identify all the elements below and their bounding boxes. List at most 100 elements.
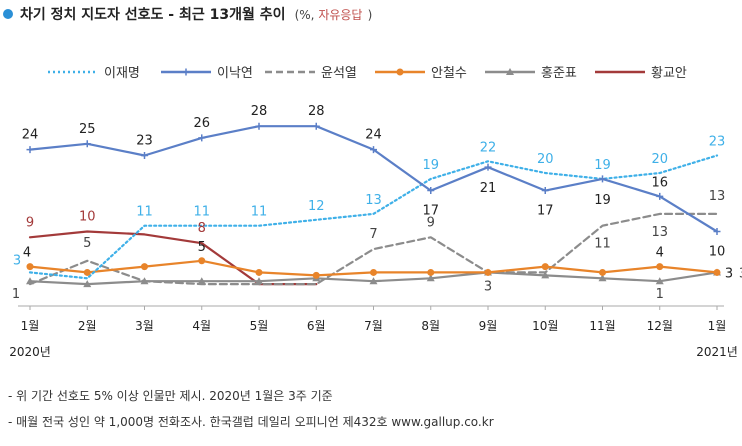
x-tick-label: 6월 xyxy=(307,319,326,333)
data-label-series-3: 13 xyxy=(651,225,668,240)
point-series-2 xyxy=(26,146,34,154)
x-tick-label: 1월 xyxy=(21,319,40,333)
data-label-series-3: 1 xyxy=(12,287,20,302)
data-label-series-1: 20 xyxy=(537,152,554,167)
point-series-5 xyxy=(255,277,263,285)
point-series-2 xyxy=(541,187,549,195)
point-series-5 xyxy=(369,277,378,285)
point-series-4 xyxy=(198,257,206,265)
point-series-4 xyxy=(370,268,377,276)
data-label-series-6: 10 xyxy=(79,210,96,225)
x-tick-label: 2월 xyxy=(78,319,97,333)
line-series-1 xyxy=(28,154,719,280)
data-label-series-1: 11 xyxy=(193,205,210,220)
legend-label-series-3: 윤석열 xyxy=(321,66,357,81)
data-label-series-4: 3 xyxy=(725,266,733,281)
data-label-series-2: 25 xyxy=(79,122,96,137)
data-label-series-6: 9 xyxy=(26,215,34,230)
point-series-4 xyxy=(312,271,320,279)
footnotes: - 위 기간 선호도 5% 이상 인물만 제시. 2020년 1월은 3주 기준… xyxy=(8,389,494,429)
data-label-series-3: 11 xyxy=(594,237,611,252)
point-series-2 xyxy=(198,134,206,142)
data-label-series-5: 3 xyxy=(739,266,742,281)
legend-label-series-2: 이낙연 xyxy=(217,66,253,81)
chart-legend: 이재명 이낙연 윤석열 안철수 홍준표 황교안 xyxy=(48,66,687,81)
legend-label-series-5: 홍준표 xyxy=(541,66,577,81)
data-label-series-3: 5 xyxy=(83,236,91,251)
x-axis: 1월 2월 3월 4월 5월 6월 7월 8월 9월 10월 11월 12월 1월 2020년 2021년 xyxy=(9,305,738,359)
legend-label-series-4: 안철수 xyxy=(431,66,467,81)
point-series-2 xyxy=(312,122,320,130)
point-series-4 xyxy=(484,268,492,276)
point-series-2 xyxy=(599,175,606,183)
x-tick-label: 3월 xyxy=(135,319,154,333)
data-label-series-1: 19 xyxy=(594,158,611,173)
legend-marker-series-2 xyxy=(182,68,190,76)
point-series-4 xyxy=(599,268,606,276)
data-label-series-2: 23 xyxy=(136,133,153,148)
x-tick-label: 8월 xyxy=(421,319,440,333)
legend-label-series-1: 이재명 xyxy=(104,66,140,81)
legend-marker-series-5 xyxy=(506,68,514,75)
point-series-2 xyxy=(484,163,492,171)
data-label-series-1: 23 xyxy=(709,134,726,149)
x-tick-label: 11월 xyxy=(589,319,615,333)
data-label-series-4: 5 xyxy=(198,240,206,255)
data-label-series-1: 20 xyxy=(651,152,668,167)
data-label-series-4: 4 xyxy=(656,246,664,261)
data-label-series-6: 8 xyxy=(198,221,206,236)
point-series-2 xyxy=(370,146,377,154)
data-label-series-3: 3 xyxy=(484,279,492,294)
point-series-2 xyxy=(427,187,435,195)
chart-unit-note: 자유응답 xyxy=(318,8,362,22)
chart-title-text: 차기 정치 지도자 선호도 - 최근 13개월 추이 (%, 자유응답 ) xyxy=(20,4,372,23)
chart-title: 차기 정치 지도자 선호도 - 최근 13개월 추이 xyxy=(20,6,286,23)
data-label-series-2: 10 xyxy=(709,245,726,260)
data-label-series-1: 19 xyxy=(422,158,439,173)
data-label-series-2: 26 xyxy=(193,116,210,131)
data-label-series-1: 3 xyxy=(13,253,21,268)
data-label-series-3: 9 xyxy=(427,215,435,230)
point-series-5 xyxy=(655,277,664,285)
point-series-5 xyxy=(83,280,92,288)
point-series-5 xyxy=(426,274,435,282)
data-label-series-1: 13 xyxy=(365,193,382,208)
x-tick-label: 7월 xyxy=(364,319,383,333)
point-series-4 xyxy=(541,263,549,271)
data-label-series-2: 21 xyxy=(480,181,497,196)
point-series-5 xyxy=(541,271,550,279)
legend-label-series-6: 황교안 xyxy=(651,66,687,81)
x-tick-label: 10월 xyxy=(532,319,558,333)
point-series-4 xyxy=(141,263,148,271)
x-tick-label: 12월 xyxy=(647,319,673,333)
point-series-2 xyxy=(83,140,91,148)
x-tick-label: 9월 xyxy=(479,319,498,333)
point-series-5 xyxy=(26,277,34,285)
data-label-series-3: 13 xyxy=(709,189,726,204)
point-series-4 xyxy=(83,268,91,276)
data-label-series-2: 19 xyxy=(594,193,611,208)
data-label-series-2: 28 xyxy=(308,104,325,119)
point-series-5 xyxy=(598,274,607,282)
point-series-4 xyxy=(26,263,34,271)
chart-unit-prefix: (%, xyxy=(295,8,319,22)
x-year-label-end: 2021년 xyxy=(696,345,738,359)
footnote-2: - 매월 전국 성인 약 1,000명 전화조사. 한국갤럽 데일리 오피니언 … xyxy=(8,414,494,429)
point-series-2 xyxy=(656,192,664,200)
data-label-series-1: 11 xyxy=(251,205,268,220)
point-series-4 xyxy=(427,268,435,276)
chart-header: 차기 정치 지도자 선호도 - 최근 13개월 추이 (%, 자유응답 ) xyxy=(3,4,372,23)
point-series-2 xyxy=(255,122,263,130)
data-label-series-2: 24 xyxy=(22,128,39,143)
line-series-6 xyxy=(28,230,318,286)
point-series-4 xyxy=(656,263,664,271)
data-label-series-2: 17 xyxy=(537,204,554,219)
series-markers xyxy=(26,122,721,288)
data-label-series-4: 4 xyxy=(23,246,31,261)
x-year-label-start: 2020년 xyxy=(9,345,51,359)
x-tick-label: 5월 xyxy=(250,319,269,333)
legend-marker-series-4 xyxy=(396,68,404,76)
x-tick-label: 1월 xyxy=(708,319,727,333)
